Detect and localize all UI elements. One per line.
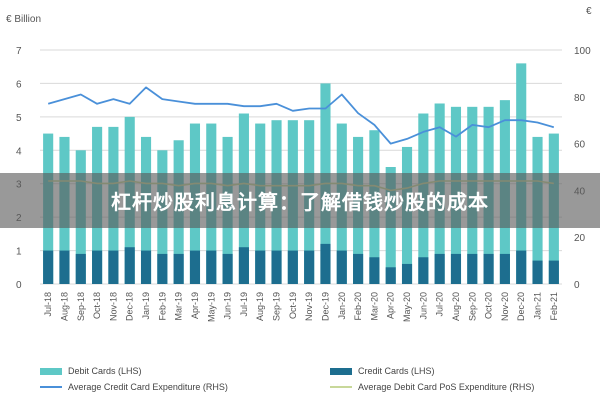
legend-item-avg-debit-pos: Average Debit Card PoS Expenditure (RHS)	[330, 382, 534, 392]
bar-credit-cards	[108, 250, 119, 284]
x-tick-label: Nov-20	[500, 292, 510, 321]
x-tick-label: Dec-18	[125, 292, 135, 321]
x-tick-label: Apr-19	[190, 292, 200, 319]
x-tick-label: Jan-19	[141, 292, 151, 320]
legend-swatch-credit	[330, 367, 352, 375]
bar-credit-cards	[401, 263, 413, 284]
legend-item-avg-credit: Average Credit Card Expenditure (RHS)	[40, 382, 228, 392]
x-tick-label: Aug-18	[59, 292, 69, 321]
bar-credit-cards	[336, 250, 347, 284]
x-tick-label: Jan-21	[533, 292, 543, 320]
legend-item-credit-cards: Credit Cards (LHS)	[330, 366, 435, 376]
x-tick-label: Feb-19	[157, 292, 167, 321]
bar-credit-cards	[75, 253, 86, 284]
bar-credit-cards	[222, 253, 233, 284]
bar-credit-cards	[255, 250, 266, 284]
bar-credit-cards	[173, 253, 184, 284]
right-tick-label: 20	[574, 233, 586, 244]
bar-credit-cards	[467, 253, 478, 284]
bar-credit-cards	[353, 253, 364, 284]
x-tick-label: Dec-19	[320, 292, 330, 321]
bar-credit-cards	[271, 250, 282, 284]
legend-swatch-debit	[40, 367, 62, 375]
bar-credit-cards	[434, 253, 445, 284]
left-tick-label: 1	[16, 247, 22, 258]
x-tick-label: Feb-20	[353, 292, 363, 321]
line-avg-credit-card-expenditure	[47, 86, 555, 145]
bar-credit-cards	[450, 253, 462, 284]
x-tick-label: Nov-19	[304, 292, 314, 321]
bar-credit-cards	[499, 253, 510, 284]
left-tick-label: 6	[16, 79, 22, 90]
right-tick-label: 100	[574, 46, 591, 57]
x-tick-label: Mar-20	[369, 292, 379, 321]
x-tick-label: May-20	[402, 292, 412, 322]
x-tick-label: Oct-19	[288, 292, 298, 319]
bar-credit-cards	[59, 250, 70, 284]
left-axis-label: € Billion	[6, 14, 41, 25]
x-tick-label: Jul-18	[43, 292, 53, 317]
x-tick-label: Jul-20	[435, 292, 445, 317]
bar-credit-cards	[92, 250, 103, 284]
right-tick-label: 0	[574, 280, 580, 291]
bar-credit-cards	[287, 250, 298, 284]
left-tick-label: 4	[16, 146, 22, 157]
bar-credit-cards	[369, 257, 380, 284]
x-axis-ticks: Jul-18 Aug-18 Sep-18 Oct-18 Nov-18 Dec-18 Jan-…	[43, 292, 559, 322]
legend-line-avg-credit	[40, 386, 62, 388]
banner-text: 杠杆炒股利息计算：了解借钱炒股的成本	[111, 190, 489, 214]
bar-credit-cards	[483, 253, 494, 284]
bar-credit-cards	[516, 250, 527, 284]
bar-credit-cards	[548, 260, 559, 284]
legend-line-avg-debit	[330, 386, 352, 388]
x-tick-label: Sep-20	[467, 292, 477, 321]
right-axis-ticks: 020406080100	[574, 46, 591, 291]
x-tick-label: Sep-19	[272, 292, 282, 321]
x-tick-label: Jul-19	[239, 292, 249, 317]
x-tick-label: Sep-18	[76, 292, 86, 321]
x-tick-label: Jun-19	[223, 292, 233, 320]
bar-credit-cards	[304, 250, 315, 284]
bar-credit-cards	[157, 253, 168, 284]
x-tick-label: Oct-18	[92, 292, 102, 319]
right-tick-label: 80	[574, 93, 586, 104]
bar-credit-cards	[320, 243, 331, 284]
bar-credit-cards	[206, 250, 217, 284]
bar-credit-cards	[189, 250, 201, 284]
left-axis-ticks: 01234567	[16, 46, 22, 291]
bar-credit-cards	[385, 267, 396, 284]
legend-label-avg-debit: Average Debit Card PoS Expenditure (RHS)	[358, 382, 535, 392]
left-tick-label: 7	[16, 46, 22, 57]
x-tick-label: Jun-20	[418, 292, 428, 320]
x-tick-label: Aug-19	[255, 292, 265, 321]
legend-label-credit: Credit Cards (LHS)	[358, 366, 435, 376]
bar-credit-cards	[532, 260, 543, 284]
x-tick-label: Aug-20	[451, 292, 461, 321]
x-tick-label: Nov-18	[108, 292, 118, 321]
bar-credit-cards	[43, 250, 54, 284]
left-tick-label: 5	[16, 113, 22, 124]
x-tick-label: Oct-20	[484, 292, 494, 319]
x-tick-label: Jan-20	[337, 292, 347, 320]
x-tick-label: Apr-20	[386, 292, 396, 319]
legend-item-debit-cards: Debit Cards (LHS)	[40, 366, 142, 376]
x-tick-label: Feb-21	[549, 292, 559, 321]
bar-credit-cards	[140, 250, 152, 284]
legend-label-debit: Debit Cards (LHS)	[68, 366, 142, 376]
legend-label-avg-credit: Average Credit Card Expenditure (RHS)	[68, 382, 228, 392]
right-axis-label: €	[586, 6, 592, 17]
x-tick-label: Mar-19	[174, 292, 184, 321]
bar-credit-cards	[418, 257, 429, 284]
x-tick-label: May-19	[206, 292, 216, 322]
x-tick-label: Dec-20	[516, 292, 526, 321]
title-banner: 杠杆炒股利息计算：了解借钱炒股的成本	[0, 173, 600, 228]
right-tick-label: 60	[574, 140, 586, 151]
legend: Debit Cards (LHS) Credit Cards (LHS) Ave…	[0, 360, 600, 400]
bar-credit-cards	[238, 247, 249, 284]
bar-credit-cards	[124, 247, 135, 284]
left-tick-label: 0	[16, 280, 22, 291]
